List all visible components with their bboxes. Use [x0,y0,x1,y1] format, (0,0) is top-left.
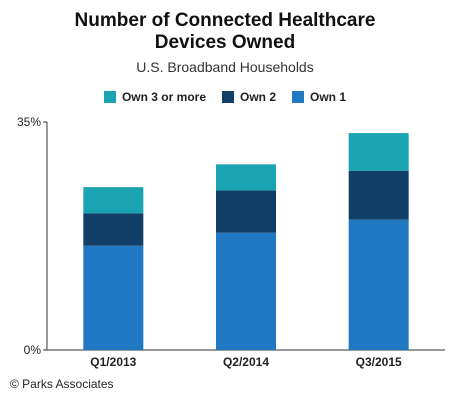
legend-item-own-1: Own 1 [292,90,346,104]
bar-segment [83,187,144,214]
bar-segment [83,245,144,350]
legend-item-own-3-or-more: Own 3 or more [103,90,206,104]
bar-segment [348,133,409,171]
legend-label-own-3-or-more: Own 3 or more [121,90,206,104]
legend-swatch-own-3-or-more [103,91,116,103]
x-tick-label: Q3/2015 [356,355,402,369]
legend-item-own-2: Own 2 [222,90,276,104]
bar-segment [216,164,276,191]
chart-title-line-2: Devices Owned [154,32,296,53]
x-tick-label: Q2/2014 [223,355,269,369]
bar-segment [216,190,276,233]
legend: Own 3 or more Own 2 Own 1 [0,90,450,104]
legend-label-own-2: Own 2 [240,90,277,104]
y-tick-label: 0% [24,343,42,357]
bar-segment [348,170,409,220]
bar-segment [216,232,276,350]
legend-label-own-1: Own 1 [310,90,347,104]
source-credit: © Parks Associates [10,377,114,391]
chart-title-line-1: Number of Connected Healthcare [74,10,376,31]
chart-root: 0% 35% Q1/2013 Q2/2014 Q3/2015 [17,115,445,369]
chart-subtitle: U.S. Broadband Households [136,59,314,75]
y-tick-label: 35% [17,115,41,129]
bar-segment [348,219,409,350]
legend-swatch-own-1 [292,91,305,103]
legend-swatch-own-2 [222,91,234,103]
bar-segment [83,213,144,246]
chart-title: Number of Connected Healthcare Devices O… [0,10,450,54]
x-tick-label: Q1/2013 [90,355,136,369]
